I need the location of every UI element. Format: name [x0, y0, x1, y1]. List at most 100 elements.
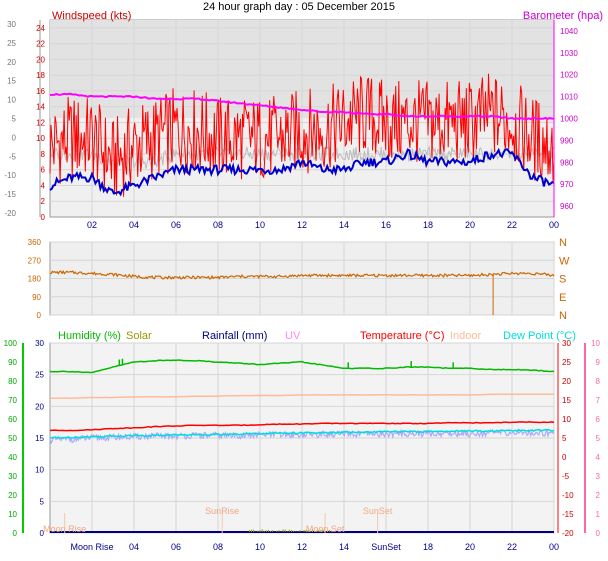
wind-x-tick: 18	[423, 220, 433, 230]
outer-y-tick: -20	[4, 209, 16, 218]
wind-x-tick: 16	[381, 220, 391, 230]
direction-y-tick: 270	[28, 256, 42, 265]
uv-y-tick: 2	[596, 491, 601, 500]
legend-label: Temperature (°C)	[360, 330, 444, 342]
outer-y-tick: -15	[4, 190, 16, 199]
barometer-y-tick: 1030	[560, 49, 578, 58]
uv-y-tick: 3	[596, 472, 601, 481]
temperature-humidity-panel: Moon Rise SunRise Moon Set SunSet Humidity …	[4, 330, 601, 552]
wind-y-tick: 12	[36, 118, 45, 127]
temp-right-y-tick: 10	[562, 415, 571, 424]
temp-right-y-tick: 15	[562, 396, 571, 405]
wind-y-tick: 22	[36, 40, 45, 49]
outer-y-tick: -10	[4, 171, 16, 180]
uv-y-tick: 0	[596, 529, 601, 538]
barometer-y-tick: 1040	[560, 27, 578, 36]
temp-right-y-tick: 5	[562, 434, 567, 443]
humidity-y-tick: 60	[8, 415, 17, 424]
wind-y-tick: 16	[36, 87, 45, 96]
humidity-y-tick: 100	[4, 339, 18, 348]
legend-label: Humidity (%)	[58, 330, 121, 342]
barometer-y-tick: 1020	[560, 71, 578, 80]
wind-direction-panel: 360 N 270 W 180 S 90 E 0 N	[28, 237, 570, 322]
temp-right-y-tick: 30	[562, 339, 571, 348]
outer-y-tick: 5	[12, 115, 17, 124]
wind-y-tick: 2	[41, 197, 46, 206]
legend-label: Indoor	[450, 330, 482, 342]
wind-y-tick: 18	[36, 71, 45, 80]
uv-y-tick: 4	[596, 453, 601, 462]
temp-y-tick: 10	[35, 466, 44, 475]
event-label: Moon Set	[306, 524, 345, 534]
barometer-y-tick: 970	[560, 180, 574, 189]
temp-x-tick: 10	[255, 542, 265, 552]
humidity-y-tick: 40	[8, 453, 17, 462]
wind-y-tick: 0	[41, 213, 46, 222]
wind-y-tick: 24	[36, 24, 45, 33]
wind-y-tick: 10	[36, 134, 45, 143]
temperature-line	[49, 421, 555, 432]
temp-right-y-tick: 25	[562, 358, 571, 367]
wind-x-tick: 22	[507, 220, 517, 230]
direction-y-tick: 180	[28, 275, 42, 284]
temp-x-tick: 12	[297, 542, 307, 552]
compass-label: E	[559, 292, 566, 304]
temp-x-tick: 06	[171, 542, 181, 552]
humidity-y-tick: 70	[8, 396, 17, 405]
outer-y-tick: 20	[7, 58, 16, 67]
temp-x-tick: 08	[213, 542, 223, 552]
barometer-line	[49, 92, 554, 121]
temp-y-tick: 30	[35, 339, 44, 348]
wind-barometer-panel: Windspeed (kts) Barometer (hpa) 02 04 06 08…	[4, 10, 603, 230]
temp-x-tick: SunSet	[371, 542, 401, 552]
wind-x-tick: 06	[171, 220, 181, 230]
direction-y-tick: 0	[37, 311, 42, 320]
barometer-y-tick: 980	[560, 158, 574, 167]
windspeed-line	[49, 73, 555, 197]
temp-x-tick: 04	[129, 542, 139, 552]
wind-x-tick: 12	[297, 220, 307, 230]
uv-y-tick: 10	[591, 339, 600, 348]
temp-y-tick: 20	[35, 402, 44, 411]
temp-x-tick: 20	[465, 542, 475, 552]
barometer-y-tick: 1000	[560, 115, 578, 124]
temp-x-tick: 14	[339, 542, 349, 552]
wind-x-tick: 14	[339, 220, 349, 230]
outer-y-tick: -5	[9, 152, 17, 161]
uv-y-tick: 1	[596, 510, 601, 519]
outer-y-tick: 15	[7, 77, 16, 86]
humidity-y-tick: 50	[8, 434, 17, 443]
compass-label: W	[559, 255, 570, 267]
legend-label: Rainfall (mm)	[202, 330, 267, 342]
temp-x-tick: 18	[423, 542, 433, 552]
temp-right-y-tick: -5	[562, 472, 570, 481]
wind-y-tick: 8	[41, 150, 46, 159]
temp-y-tick: 25	[35, 371, 44, 380]
wind-y-tick: 14	[36, 103, 45, 112]
wind-direction-line	[50, 269, 555, 280]
barometer-y-tick: 990	[560, 136, 574, 145]
outer-y-tick: 10	[7, 96, 16, 105]
uv-y-tick: 5	[596, 434, 601, 443]
temp-x-tick: 22	[507, 542, 517, 552]
outer-y-tick: 25	[7, 39, 16, 48]
temp-y-tick: 0	[40, 529, 45, 538]
barometer-axis-title: Barometer (hpa)	[523, 10, 603, 22]
temp-right-y-tick: -15	[562, 510, 574, 519]
wind-y-tick: 6	[41, 166, 46, 175]
barometer-y-tick: 1010	[560, 93, 578, 102]
legend-label: UV	[285, 330, 301, 342]
windspeed-axis-title: Windspeed (kts)	[52, 10, 131, 22]
uv-y-tick: 6	[596, 415, 601, 424]
event-label: SunRise	[205, 506, 239, 516]
temp-y-tick: 15	[35, 434, 44, 443]
humidity-y-tick: 90	[8, 358, 17, 367]
gust-line	[49, 147, 555, 197]
temp-right-y-tick: -20	[562, 529, 574, 538]
barometer-y-tick: 960	[560, 202, 574, 211]
direction-y-tick: 90	[32, 293, 41, 302]
humidity-y-tick: 10	[8, 510, 17, 519]
wind-x-tick: 02	[87, 220, 97, 230]
dewpoint-line	[49, 428, 555, 439]
wind-y-tick: 20	[36, 55, 45, 64]
